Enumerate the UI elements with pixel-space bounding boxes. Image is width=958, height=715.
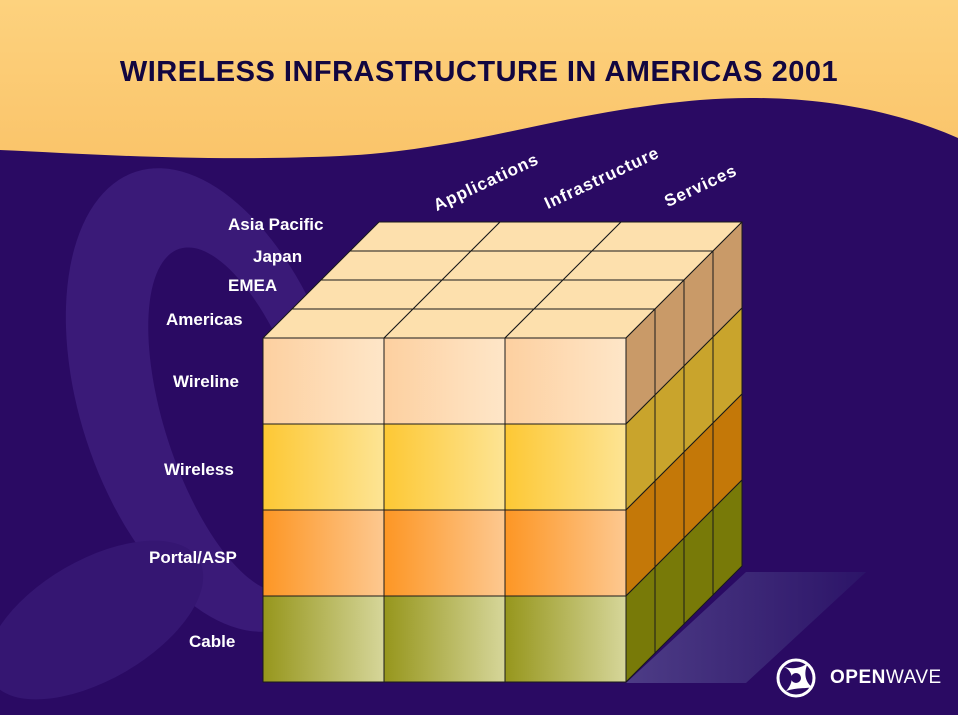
cube-front-cell — [504, 509, 627, 597]
depth-label-japan: Japan — [253, 247, 303, 266]
cube-front-cell — [383, 509, 506, 597]
cube-front-cell — [504, 423, 627, 511]
row-label-wireless: Wireless — [164, 460, 234, 479]
cube-front-cell — [504, 337, 627, 425]
logo-text: OPENWAVE — [830, 667, 942, 688]
cube-front-cell — [504, 595, 627, 683]
brand-logo: OPENWAVE — [776, 657, 946, 699]
title-banner — [0, 0, 958, 159]
cube-front-cell — [262, 595, 385, 683]
page-title: WIRELESS INFRASTRUCTURE IN AMERICAS 2001 — [119, 56, 839, 88]
cube-front-cell — [262, 423, 385, 511]
row-label-wireline: Wireline — [173, 372, 239, 391]
cube-front-cell — [383, 423, 506, 511]
depth-label-asia-pacific: Asia Pacific — [228, 215, 324, 234]
cube-front-cell — [383, 595, 506, 683]
cube-front-cell — [262, 509, 385, 597]
depth-label-emea: EMEA — [228, 276, 278, 295]
cube-side-cell — [712, 479, 743, 596]
cube-front-cell — [383, 337, 506, 425]
cube-front-cell — [262, 337, 385, 425]
matrix-cube — [262, 221, 743, 683]
row-label-portal-asp: Portal/ASP — [149, 548, 237, 567]
depth-label-americas: Americas — [166, 310, 243, 329]
cube-floor-shadow — [626, 572, 866, 683]
row-label-cable: Cable — [189, 632, 236, 651]
openwave-logo-icon — [776, 658, 816, 698]
